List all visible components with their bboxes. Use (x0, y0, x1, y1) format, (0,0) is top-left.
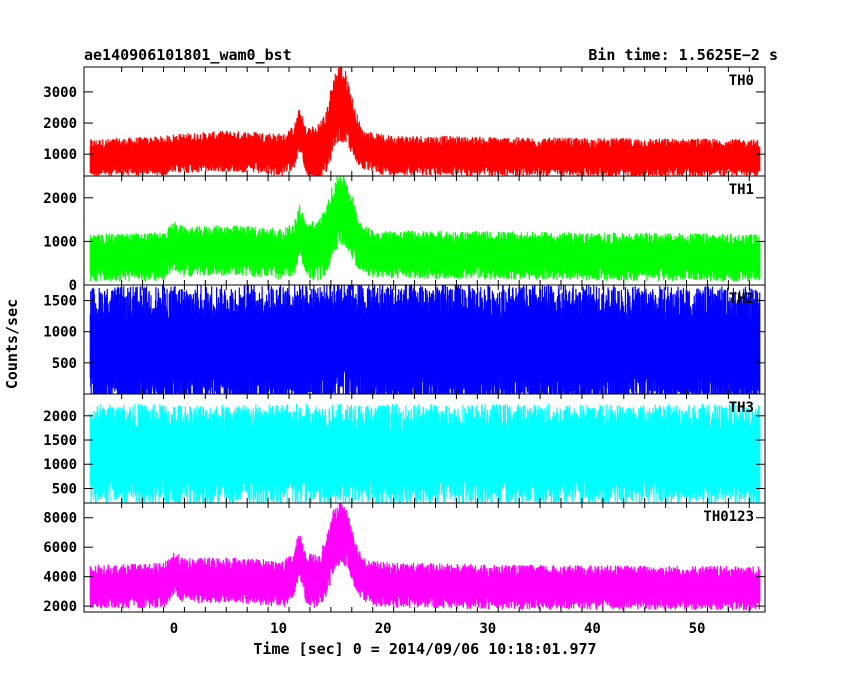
series-label-th0: TH0 (729, 73, 754, 89)
y-tick-label: 500 (52, 481, 77, 497)
panel-th0: 1000 2000 3000 TH0 (43, 66, 766, 177)
y-tick-label: 1000 (43, 234, 77, 250)
chart-title-right: Bin time: 1.5625E−2 s (588, 46, 778, 64)
y-tick-label: 1000 (43, 325, 77, 341)
series-label-th2: TH2 (729, 291, 754, 307)
series-label-th3: TH3 (729, 400, 754, 416)
series-line-th2 (89, 285, 761, 394)
panel-th1: 0 1000 2000 TH1 (43, 175, 766, 294)
y-axis-label: Counts/sec (3, 299, 21, 389)
x-axis-label: Time [sec] 0 = 2014/09/06 10:18:01.977 (253, 640, 596, 658)
x-tick-label: 10 (270, 621, 287, 637)
y-tick-label: 2000 (43, 599, 77, 615)
y-tick-label: 8000 (43, 511, 77, 527)
panel-th2: 500 1000 1500 TH2 (43, 284, 766, 395)
series-line-th3 (89, 403, 761, 503)
panels: 1000 2000 3000 TH0 0 1000 2000 TH1 500 1000 1500 TH… (43, 66, 766, 615)
y-tick-label: 1000 (43, 147, 77, 163)
y-tick-label: 3000 (43, 85, 77, 101)
panel-frame (83, 502, 766, 613)
y-tick-label: 1500 (43, 294, 77, 310)
panel-th3: 500 1000 1500 2000 TH3 (43, 393, 766, 504)
x-tick-label: 30 (479, 621, 496, 637)
y-tick-label: 1500 (43, 433, 77, 449)
x-tick-label: 20 (375, 621, 392, 637)
y-tick-label: 2000 (43, 409, 77, 425)
x-tick-label: 50 (689, 621, 706, 637)
series-line-th0 (89, 67, 761, 176)
series-label-th1: TH1 (729, 182, 754, 198)
panel-th0123: 2000 4000 6000 8000 TH0123 (43, 502, 766, 615)
series-label-th0123: TH0123 (703, 509, 754, 525)
x-tick-label: 0 (170, 621, 178, 637)
y-tick-label: 2000 (43, 116, 77, 132)
x-tick-label: 40 (584, 621, 601, 637)
series-line-th0123 (89, 503, 761, 611)
x-tick-labels: 0 10 20 30 40 50 (170, 621, 706, 637)
y-tick-label: 6000 (43, 540, 77, 556)
y-tick-label: 0 (69, 278, 77, 294)
y-tick-label: 1000 (43, 457, 77, 473)
y-tick-label: 2000 (43, 191, 77, 207)
series-line-th1 (89, 176, 761, 282)
y-tick-label: 4000 (43, 570, 77, 586)
chart-title-left: ae140906101801_wam0_bst (84, 46, 292, 64)
y-tick-label: 500 (52, 356, 77, 372)
